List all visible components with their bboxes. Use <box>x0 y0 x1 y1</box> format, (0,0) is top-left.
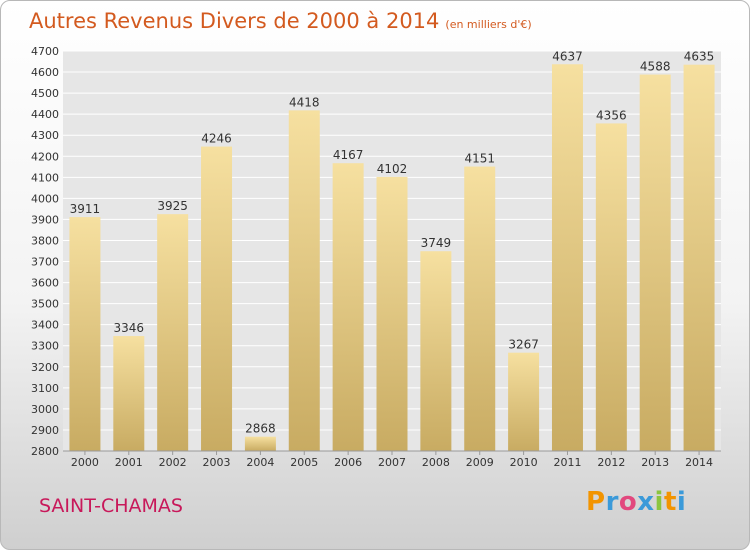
y-tick-label: 3000 <box>31 403 59 416</box>
logo-letter: x <box>637 487 655 517</box>
value-label-2001: 3346 <box>114 321 145 335</box>
logo-letter: r <box>605 487 619 517</box>
y-tick-label: 2800 <box>31 445 59 458</box>
x-tick-label-2002: 2002 <box>159 456 187 469</box>
value-label-2008: 3749 <box>421 236 452 250</box>
chart-title-main: Autres Revenus Divers de 2000 à 2014 <box>29 9 440 33</box>
x-tick-label-2008: 2008 <box>422 456 450 469</box>
value-label-2011: 4637 <box>552 49 583 63</box>
bars <box>69 64 715 452</box>
x-tick-label-2003: 2003 <box>203 456 231 469</box>
bar-2011 <box>551 64 583 451</box>
x-tick-label-2011: 2011 <box>553 456 581 469</box>
logo-letter: t <box>663 487 677 517</box>
y-tick-label: 3500 <box>31 298 59 311</box>
y-axis: 2800 2900 3000 3100 3200 3300 3400 3500 3600 3700… <box>31 45 59 458</box>
logo-letter: i <box>654 487 664 517</box>
y-tick-label: 4200 <box>31 150 59 163</box>
y-tick-label: 4400 <box>31 108 59 121</box>
bar-2005 <box>288 110 320 452</box>
x-tick-label-2009: 2009 <box>466 456 494 469</box>
value-label-2013: 4588 <box>640 60 671 74</box>
logo-letter: o <box>618 487 638 517</box>
value-label-2009: 4151 <box>464 152 495 166</box>
value-labels: 3911 3346 3925 4246 2868 4418 4167 4102 3749 4151… <box>70 49 715 435</box>
bar-2012 <box>595 123 627 451</box>
value-label-2010: 3267 <box>508 338 539 352</box>
bar-2001 <box>113 336 145 451</box>
bar-2013 <box>639 74 671 451</box>
bar-2004 <box>244 436 276 451</box>
y-tick-label: 3700 <box>31 256 59 269</box>
x-tick-label-2012: 2012 <box>597 456 625 469</box>
bar-2008 <box>420 251 452 451</box>
y-tick-label: 4000 <box>31 192 59 205</box>
y-tick-label: 4100 <box>31 171 59 184</box>
logo-letter: i <box>676 487 687 517</box>
x-tick-label-2014: 2014 <box>685 456 713 469</box>
x-tick-label-2007: 2007 <box>378 456 406 469</box>
y-tick-label: 3200 <box>31 361 59 374</box>
x-tick-label-2000: 2000 <box>71 456 99 469</box>
value-label-2002: 3925 <box>157 199 188 213</box>
bar-2003 <box>201 146 233 451</box>
value-label-2004: 2868 <box>245 422 276 436</box>
chart-title: Autres Revenus Divers de 2000 à 2014 (en … <box>29 9 532 33</box>
bar-2002 <box>157 214 189 451</box>
bar-2014 <box>683 64 715 452</box>
x-tick-label-2004: 2004 <box>246 456 274 469</box>
y-tick-label: 3400 <box>31 319 59 332</box>
bar-2010 <box>508 352 540 451</box>
y-tick-label: 4700 <box>31 45 59 58</box>
x-tick-label-2001: 2001 <box>115 456 143 469</box>
city-name: SAINT-CHAMAS <box>39 495 183 517</box>
value-label-2005: 4418 <box>289 95 320 109</box>
y-tick-label: 3300 <box>31 340 59 353</box>
value-label-2000: 3911 <box>70 202 101 216</box>
y-tick-label: 2900 <box>31 424 59 437</box>
x-tick-label-2010: 2010 <box>510 456 538 469</box>
logo-letter: P <box>586 487 606 517</box>
value-label-2012: 4356 <box>596 108 627 122</box>
bar-2007 <box>376 176 408 452</box>
value-label-2014: 4635 <box>684 50 715 64</box>
bar-2009 <box>464 166 496 451</box>
bar-2000 <box>69 217 101 451</box>
y-tick-label: 4300 <box>31 129 59 142</box>
y-tick-label: 3800 <box>31 234 59 247</box>
x-tick-label-2005: 2005 <box>290 456 318 469</box>
value-label-2007: 4102 <box>377 162 408 176</box>
x-tick-label-2006: 2006 <box>334 456 362 469</box>
x-tick-label-2013: 2013 <box>641 456 669 469</box>
y-tick-label: 3100 <box>31 382 59 395</box>
y-tick-label: 3900 <box>31 213 59 226</box>
y-tick-label: 4500 <box>31 87 59 100</box>
value-label-2006: 4167 <box>333 148 364 162</box>
chart-title-unit: (en milliers d'€) <box>445 18 532 31</box>
bar-2006 <box>332 163 364 452</box>
y-tick-label: 3600 <box>31 277 59 290</box>
y-tick-label: 4600 <box>31 66 59 79</box>
proxiti-logo: Proxiti <box>586 487 686 517</box>
x-axis: 2000 2001 2002 2003 2004 2005 2006 2007 2008 2009… <box>63 450 721 469</box>
value-label-2003: 4246 <box>201 132 232 146</box>
